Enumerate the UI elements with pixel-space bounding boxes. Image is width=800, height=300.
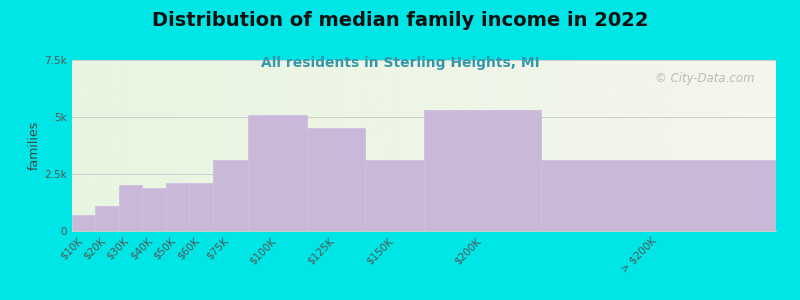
- Bar: [424, 110, 542, 231]
- Bar: [366, 160, 424, 231]
- Bar: [306, 128, 366, 231]
- Bar: [190, 183, 213, 231]
- Bar: [72, 215, 95, 231]
- Bar: [166, 183, 190, 231]
- Bar: [248, 115, 306, 231]
- Text: © City-Data.com: © City-Data.com: [655, 72, 755, 85]
- Bar: [213, 160, 248, 231]
- Bar: [542, 160, 776, 231]
- Bar: [119, 185, 142, 231]
- Bar: [142, 188, 166, 231]
- Text: All residents in Sterling Heights, MI: All residents in Sterling Heights, MI: [261, 56, 539, 70]
- Y-axis label: families: families: [27, 121, 40, 170]
- Text: Distribution of median family income in 2022: Distribution of median family income in …: [152, 11, 648, 29]
- Bar: [95, 206, 119, 231]
